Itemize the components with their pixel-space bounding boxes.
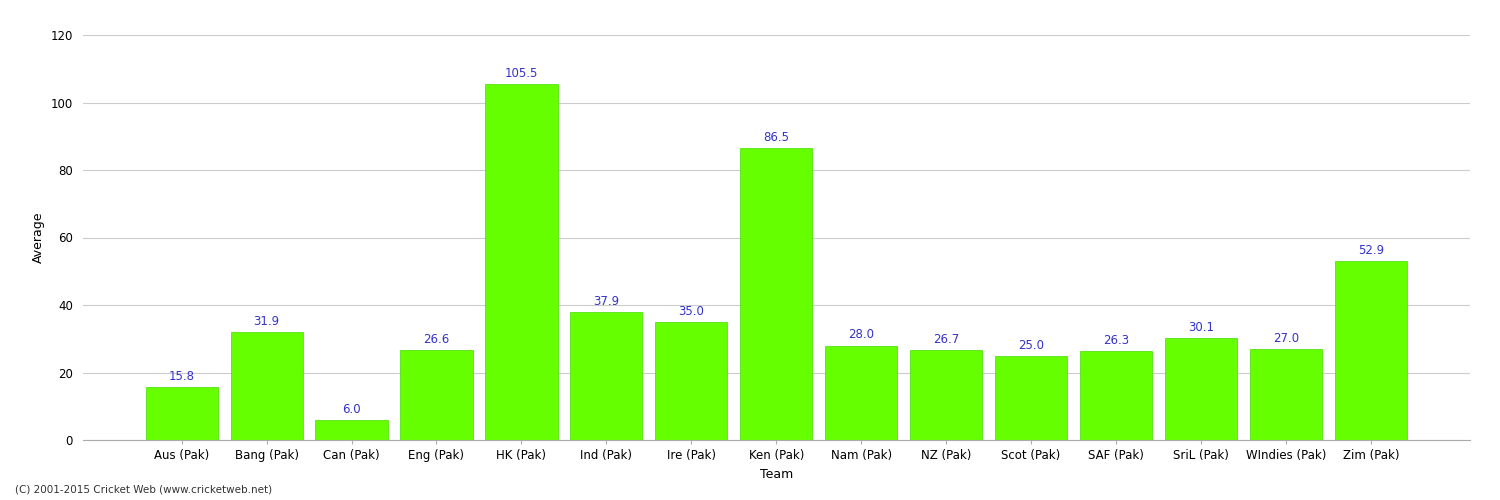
Text: 15.8: 15.8 (168, 370, 195, 382)
Bar (146, 386, 218, 440)
Bar (570, 312, 642, 440)
Bar (231, 332, 303, 440)
Text: 35.0: 35.0 (678, 305, 703, 318)
Text: 26.6: 26.6 (423, 333, 450, 346)
Text: 52.9: 52.9 (1358, 244, 1384, 258)
Bar (825, 346, 897, 440)
Bar (910, 350, 982, 440)
Text: 30.1: 30.1 (1188, 322, 1214, 334)
Text: 86.5: 86.5 (764, 131, 789, 144)
Text: 25.0: 25.0 (1019, 338, 1044, 351)
Bar (656, 322, 728, 440)
Bar (315, 420, 387, 440)
X-axis label: Team: Team (759, 468, 794, 480)
Bar (994, 356, 1066, 440)
Text: 28.0: 28.0 (847, 328, 874, 342)
Text: 105.5: 105.5 (504, 67, 538, 80)
Bar (486, 84, 558, 440)
Bar (740, 148, 813, 440)
Text: 26.3: 26.3 (1102, 334, 1130, 347)
Text: 6.0: 6.0 (342, 402, 362, 415)
Bar (1250, 349, 1322, 440)
Text: 26.7: 26.7 (933, 333, 960, 346)
Y-axis label: Average: Average (32, 212, 45, 263)
Text: 37.9: 37.9 (594, 295, 619, 308)
Text: 31.9: 31.9 (254, 316, 279, 328)
Text: (C) 2001-2015 Cricket Web (www.cricketweb.net): (C) 2001-2015 Cricket Web (www.cricketwe… (15, 485, 272, 495)
Bar (1335, 262, 1407, 440)
Text: 27.0: 27.0 (1274, 332, 1299, 345)
Bar (400, 350, 472, 440)
Bar (1080, 351, 1152, 440)
Bar (1166, 338, 1238, 440)
